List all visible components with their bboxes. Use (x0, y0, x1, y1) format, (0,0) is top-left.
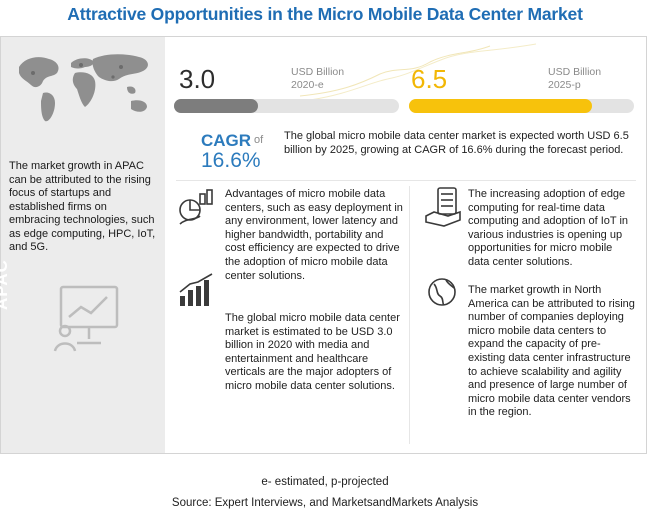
globe-icon (428, 278, 456, 306)
server-hand-icon (425, 187, 461, 227)
cagr-label: CAGR (201, 131, 252, 150)
bar-chart-icon (179, 273, 213, 306)
highlight-text-1: Advantages of micro mobile data centers,… (225, 188, 403, 282)
page-title: Attractive Opportunities in the Micro Mo… (67, 4, 583, 24)
bar-2025 (409, 99, 592, 113)
divider (176, 180, 636, 181)
unit-label: USD Billion (548, 66, 602, 78)
left-panel (1, 37, 165, 453)
cagr-of-label: of (254, 134, 264, 146)
highlight-text-2: The global micro mobile data center mark… (225, 312, 400, 392)
apac-description: The market growth in APAC can be attribu… (9, 160, 156, 253)
footer-source: Source: Expert Interviews, and Marketsan… (171, 497, 479, 509)
apac-label: APAC (0, 259, 11, 310)
unit-2025: USD Billion 2025-p (548, 66, 601, 92)
growth-chart-icon (179, 189, 213, 225)
footer-legend: e- estimated, p-projected (261, 476, 389, 488)
analytics-presentation-icon (53, 285, 119, 352)
year-label-2025: 2025-p (548, 79, 581, 91)
bar-2020 (174, 99, 258, 113)
value-2025: 6.5 (411, 64, 448, 94)
year-label-2020: 2020-e (291, 79, 324, 91)
trend-decoration (299, 43, 537, 101)
cagr-description: The global micro mobile data center mark… (284, 130, 629, 156)
column-divider (409, 186, 410, 444)
unit-2020: USD Billion 2020-e (291, 66, 344, 92)
cagr-value: 16.6% (201, 149, 261, 172)
highlight-text-3: The increasing adoption of edge computin… (468, 188, 629, 268)
value-2020: 3.0 (179, 64, 216, 94)
highlight-text-4: The market growth in North America can b… (468, 284, 635, 419)
world-map-icon (19, 54, 148, 122)
unit-label: USD Billion (291, 66, 345, 78)
infographic-frame (0, 36, 647, 454)
